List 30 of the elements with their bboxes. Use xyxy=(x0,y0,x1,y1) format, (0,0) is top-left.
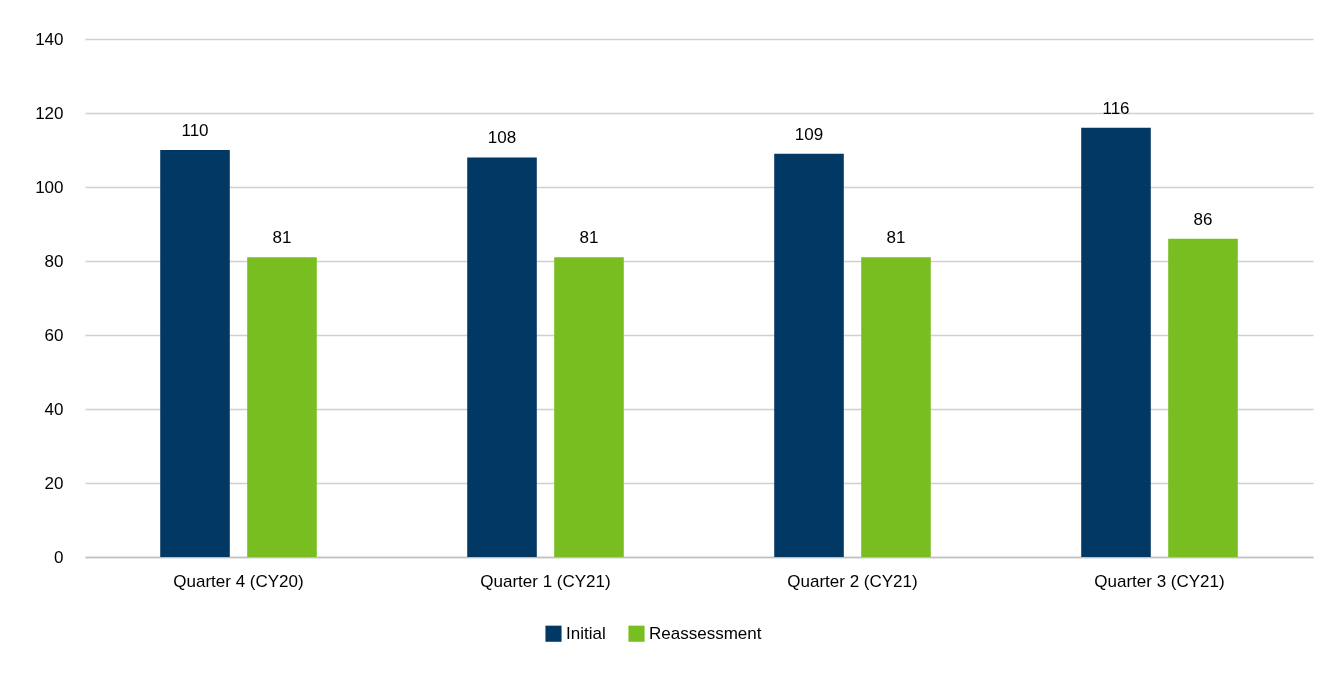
bar xyxy=(1168,238,1238,557)
y-tick-label: 0 xyxy=(54,547,64,567)
x-tick-label: Quarter 1 (CY21) xyxy=(480,571,611,591)
bar xyxy=(467,157,537,557)
y-tick-label: 60 xyxy=(44,325,64,345)
legend-label: Reassessment xyxy=(649,623,762,643)
legend-label: Initial xyxy=(566,623,606,643)
y-tick-label: 20 xyxy=(44,473,64,493)
data-label: 116 xyxy=(1102,98,1130,118)
bar xyxy=(861,257,931,557)
data-label: 109 xyxy=(794,124,824,144)
bar xyxy=(774,153,844,557)
y-tick-label: 120 xyxy=(35,103,64,123)
y-tick-label: 140 xyxy=(35,29,64,49)
data-label: 86 xyxy=(1193,209,1213,229)
data-label: 81 xyxy=(272,228,292,248)
bar xyxy=(247,257,317,557)
bar xyxy=(554,257,624,557)
data-label: 110 xyxy=(181,121,209,140)
y-tick-label: 40 xyxy=(44,399,64,419)
bar xyxy=(1081,127,1151,557)
y-tick-label: 80 xyxy=(44,251,64,271)
x-tick-label: Quarter 3 (CY21) xyxy=(1094,571,1225,591)
data-label: 81 xyxy=(886,228,906,248)
y-tick-label: 100 xyxy=(35,177,64,197)
x-tick-label: Quarter 4 (CY20) xyxy=(173,571,304,591)
bar xyxy=(160,150,230,557)
data-label: 108 xyxy=(487,128,517,148)
x-tick-label: Quarter 2 (CY21) xyxy=(787,571,918,591)
data-label: 81 xyxy=(579,228,599,248)
